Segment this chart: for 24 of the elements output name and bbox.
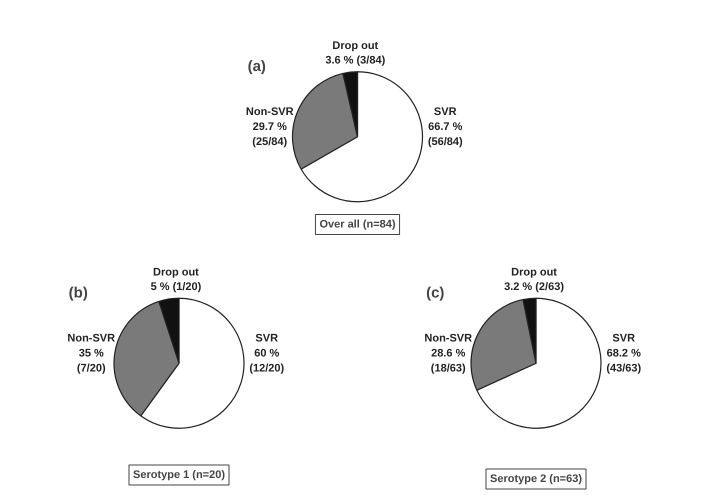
text: Serotype 2 (n=63) — [490, 472, 582, 485]
slice-label: Drop out — [332, 40, 379, 52]
text: (b) — [68, 284, 88, 302]
slice-label: Drop out — [511, 266, 558, 279]
text: Serotype 1 (n=20) — [132, 469, 226, 482]
data-label: 66.7 % (56/84) — [428, 121, 464, 148]
text: (c) — [426, 284, 444, 302]
slice-label: SVR — [434, 106, 457, 118]
slice-label: Non-SVR — [67, 332, 116, 344]
slice-label: Non-SVR — [246, 106, 294, 118]
data-label: 68.2 % (43/63) — [606, 348, 642, 374]
slice-label: Non-SVR — [424, 332, 472, 344]
slice-label: SVR — [612, 332, 636, 344]
data-label: 3.2 % (2/63) — [504, 281, 564, 294]
data-label: 29.7 % (25/84) — [252, 121, 288, 148]
data-label: 5 % (1/20) — [150, 281, 202, 294]
data-label: 35 % (7/20) — [76, 348, 106, 374]
data-label: 28.6 % (18/63) — [430, 348, 466, 374]
slice-label: SVR — [255, 332, 278, 344]
text: (a) — [248, 58, 266, 75]
data-label: 3.6 % (3/84) — [325, 54, 386, 67]
slice-label: Drop out — [153, 266, 200, 279]
data-label: 60 % (12/20) — [249, 348, 285, 374]
text: Over all (n=84) — [319, 218, 396, 230]
